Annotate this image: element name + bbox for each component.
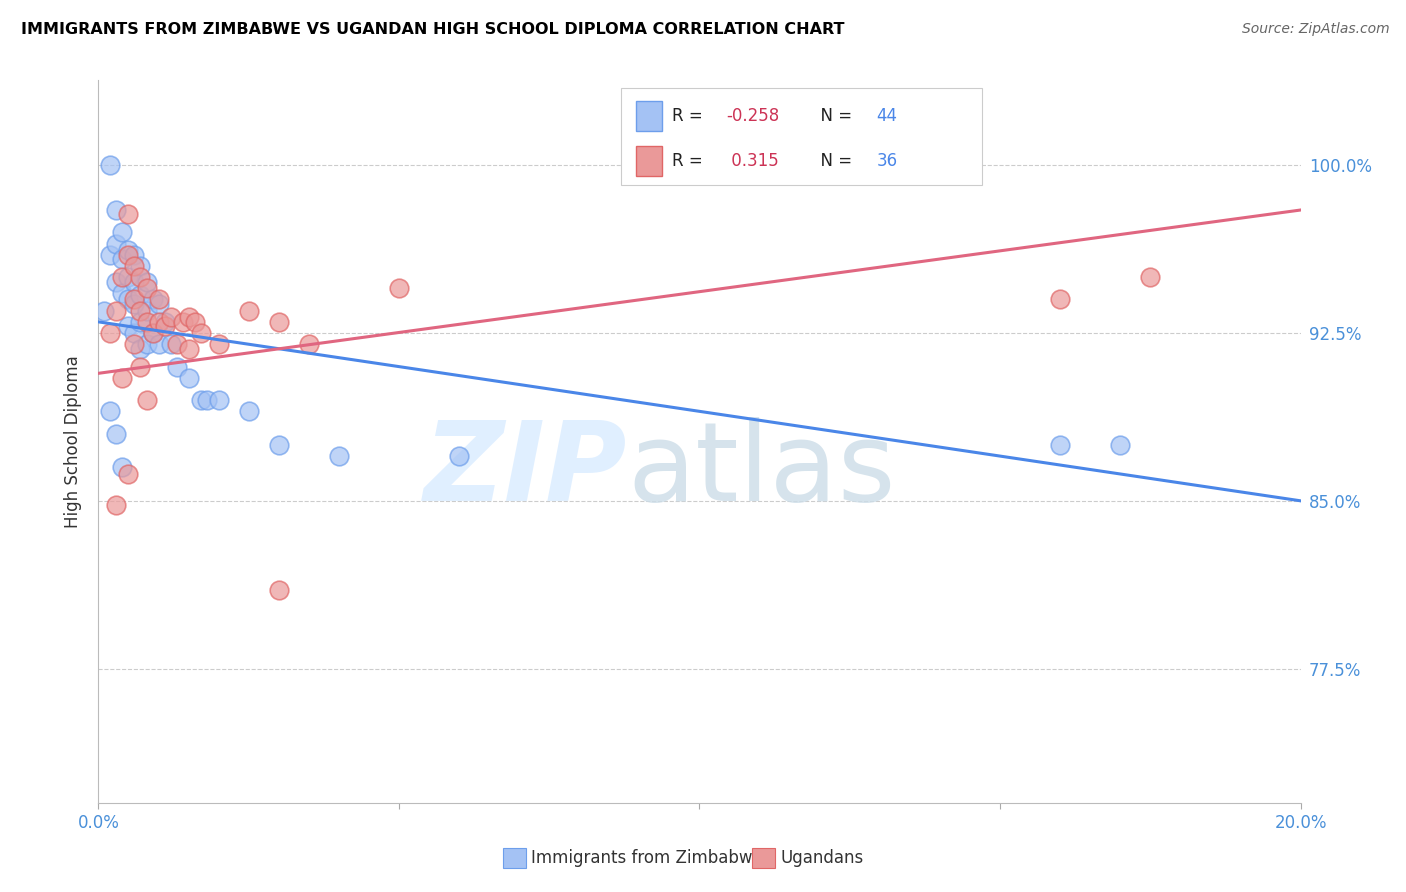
Point [129, 259, 152, 273]
Point [129, 342, 152, 356]
Text: 0.315: 0.315 [725, 153, 779, 170]
Text: 44: 44 [876, 107, 897, 125]
Point [166, 337, 188, 351]
Point [328, 449, 350, 463]
Point [124, 248, 146, 262]
Point [105, 236, 128, 251]
Point [267, 315, 290, 329]
Point [141, 326, 163, 340]
Point [100, 158, 122, 172]
Point [124, 259, 146, 273]
Point [238, 303, 260, 318]
Point [1109, 438, 1132, 452]
Point [153, 315, 176, 329]
Text: Source: ZipAtlas.com: Source: ZipAtlas.com [1241, 22, 1389, 37]
Point [117, 270, 139, 285]
Point [124, 297, 146, 311]
Point [135, 303, 157, 318]
Point [148, 293, 170, 307]
Point [93, 303, 115, 318]
Point [148, 315, 170, 329]
Point [166, 359, 188, 374]
Point [135, 393, 157, 408]
Point [105, 275, 128, 289]
Point [177, 310, 200, 325]
Point [190, 393, 212, 408]
Point [111, 226, 134, 240]
Point [111, 460, 134, 475]
Text: R =: R = [672, 107, 707, 125]
Point [124, 275, 146, 289]
Point [124, 293, 146, 307]
Point [148, 337, 170, 351]
Point [153, 319, 176, 334]
Point [148, 297, 170, 311]
Point [105, 303, 128, 318]
Point [447, 449, 470, 463]
Text: ZIP: ZIP [423, 417, 627, 524]
Text: R =: R = [672, 153, 707, 170]
Point [117, 244, 139, 258]
Point [129, 303, 152, 318]
Point [135, 281, 157, 295]
Point [105, 426, 128, 441]
Text: IMMIGRANTS FROM ZIMBABWE VS UGANDAN HIGH SCHOOL DIPLOMA CORRELATION CHART: IMMIGRANTS FROM ZIMBABWE VS UGANDAN HIGH… [21, 22, 845, 37]
Point [267, 583, 290, 598]
Point [267, 438, 290, 452]
Point [135, 337, 157, 351]
Bar [636, 101, 662, 131]
Point [208, 393, 231, 408]
Point [190, 326, 212, 340]
Point [1049, 438, 1071, 452]
Point [100, 248, 122, 262]
Point [117, 207, 139, 221]
Point [195, 393, 218, 408]
Text: -0.258: -0.258 [725, 107, 779, 125]
Point [177, 371, 200, 385]
Point [177, 342, 200, 356]
Point [105, 202, 128, 217]
Point [100, 404, 122, 418]
Point [208, 337, 231, 351]
Point [105, 498, 128, 512]
Point [129, 288, 152, 302]
Point [141, 326, 163, 340]
Point [129, 359, 152, 374]
Point [111, 371, 134, 385]
Point [172, 315, 194, 329]
Point [135, 275, 157, 289]
Point [388, 281, 411, 295]
Point [129, 315, 152, 329]
Text: Ugandans: Ugandans [780, 849, 863, 867]
Y-axis label: High School Diploma: High School Diploma [65, 355, 83, 528]
Point [238, 404, 260, 418]
Point [124, 326, 146, 340]
Point [1139, 270, 1161, 285]
Point [298, 337, 321, 351]
Point [1049, 293, 1071, 307]
Text: 36: 36 [876, 153, 897, 170]
Bar [636, 146, 662, 177]
Point [141, 293, 163, 307]
Point [159, 337, 181, 351]
Point [159, 310, 181, 325]
Point [111, 270, 134, 285]
Point [124, 337, 146, 351]
Point [135, 315, 157, 329]
Point [129, 270, 152, 285]
Text: atlas: atlas [627, 417, 896, 524]
Bar [621, 87, 981, 185]
Point [117, 248, 139, 262]
Text: N =: N = [810, 153, 858, 170]
Point [111, 285, 134, 300]
Point [183, 315, 205, 329]
Point [117, 319, 139, 334]
Point [100, 326, 122, 340]
Point [117, 293, 139, 307]
Point [111, 252, 134, 267]
Text: N =: N = [810, 107, 858, 125]
Text: Immigrants from Zimbabwe: Immigrants from Zimbabwe [531, 849, 763, 867]
Point [117, 467, 139, 481]
